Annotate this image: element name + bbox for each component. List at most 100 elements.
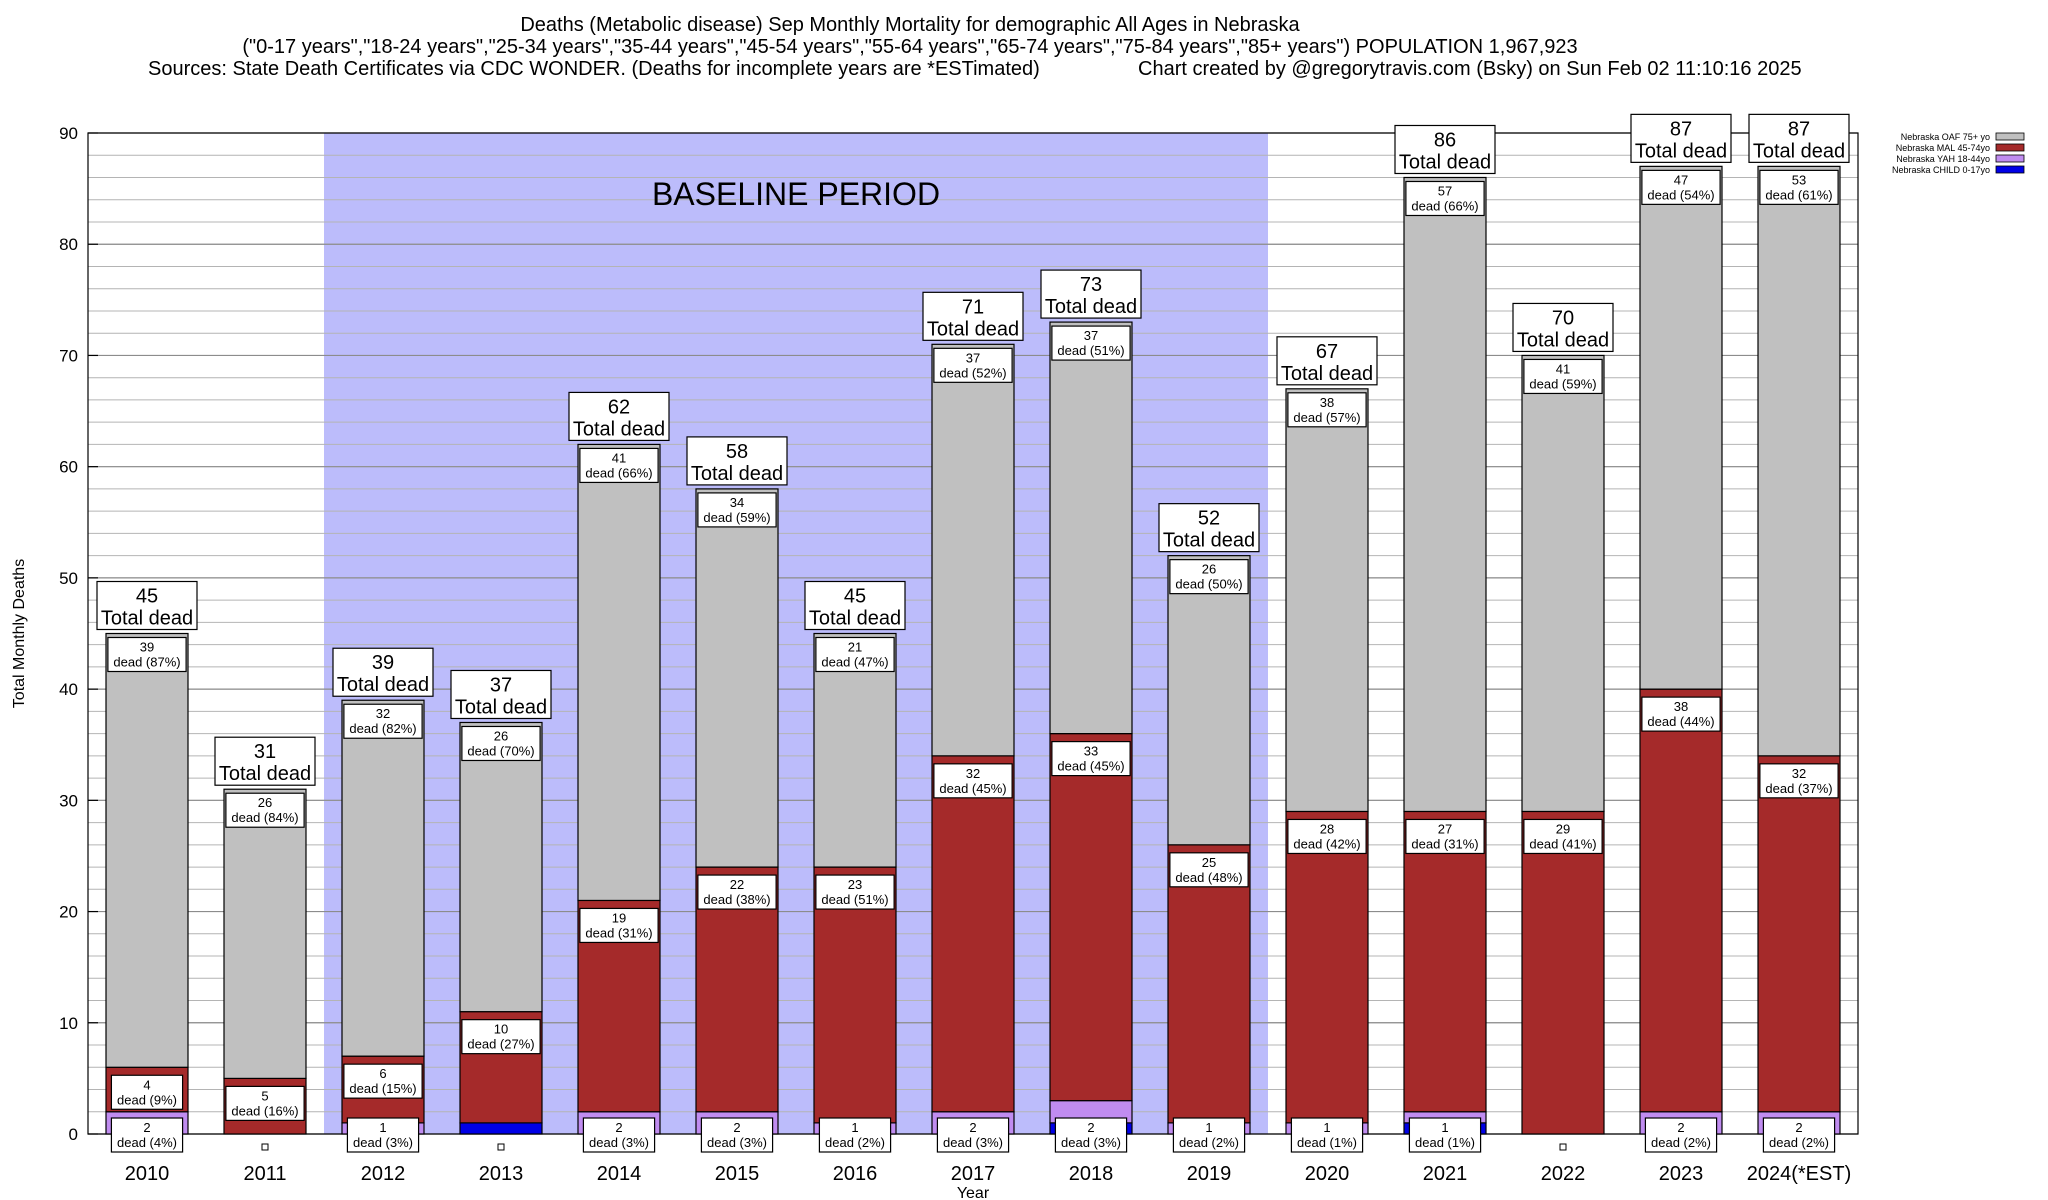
data-label-box (1759, 763, 1839, 799)
data-label: dead (84%) (231, 810, 298, 825)
data-label-box (461, 1019, 541, 1055)
data-label-box (1287, 392, 1367, 428)
legend-swatch (1995, 154, 2025, 163)
data-label: 27 (1438, 821, 1452, 836)
total-label-box (804, 580, 906, 631)
total-value: 31 (254, 741, 276, 763)
bar-segment (1521, 354, 1605, 813)
data-label: dead (4%) (117, 1135, 177, 1150)
data-label: 2 (1795, 1120, 1802, 1135)
bar-segment (1167, 844, 1251, 1124)
total-label: Total dead (101, 608, 193, 630)
data-label: 39 (140, 640, 154, 655)
data-label: dead (51%) (1057, 343, 1124, 358)
data-label: dead (3%) (943, 1135, 1003, 1150)
legend-swatch (1995, 132, 2025, 141)
data-label-box (346, 1117, 420, 1153)
data-label-box (1644, 1117, 1718, 1153)
x-tick-label: 2023 (1659, 1163, 1704, 1185)
y-tick-label: 70 (59, 346, 78, 365)
bar-segment (577, 443, 661, 902)
data-label-box (579, 907, 659, 944)
total-value: 71 (962, 296, 984, 318)
data-label-box (1051, 740, 1131, 777)
chart-sources: Sources: State Death Certificates via CD… (148, 58, 1040, 80)
bar-segment (1049, 321, 1133, 735)
data-label-box (818, 1117, 892, 1153)
data-label-box (697, 874, 777, 910)
total-label: Total dead (927, 318, 1019, 340)
total-label: Total dead (1163, 530, 1255, 552)
x-tick-label: 2016 (833, 1163, 878, 1185)
data-label: dead (16%) (231, 1103, 298, 1118)
total-label: Total dead (455, 696, 547, 718)
data-label: 5 (261, 1088, 268, 1103)
chart-title: Deaths (Metabolic disease) Sep Monthly M… (520, 14, 1300, 36)
data-label: 41 (612, 450, 626, 465)
baseline-period-label: BASELINE PERIOD (652, 176, 940, 212)
bar-segment (1167, 555, 1251, 846)
data-label: 21 (848, 640, 862, 655)
data-label: dead (1%) (1297, 1135, 1357, 1150)
data-label-box (933, 763, 1013, 799)
zero-marker (497, 1143, 505, 1151)
data-label-box (1172, 1117, 1246, 1153)
data-label-box (1641, 169, 1721, 205)
y-tick-label: 30 (59, 791, 78, 810)
legend-label: Nebraska CHILD 0-17yo (1892, 165, 1990, 175)
total-value: 87 (1788, 118, 1810, 140)
x-tick-label: 2018 (1069, 1163, 1114, 1185)
bar-segment (813, 632, 897, 868)
data-label: 4 (143, 1077, 150, 1092)
y-tick-label: 50 (59, 569, 78, 588)
data-label: dead (45%) (939, 781, 1006, 796)
x-tick-label: 2024(*EST) (1747, 1163, 1852, 1185)
total-value: 58 (726, 441, 748, 463)
data-label: 2 (143, 1120, 150, 1135)
data-label: dead (57%) (1293, 410, 1360, 425)
data-label-box (1523, 818, 1603, 855)
data-label: dead (15%) (349, 1081, 416, 1096)
total-value: 62 (608, 396, 630, 418)
data-label: dead (47%) (821, 655, 888, 670)
y-tick-label: 90 (59, 124, 78, 143)
x-tick-label: 2010 (125, 1163, 170, 1185)
total-label-box (922, 291, 1024, 341)
legend-label: Nebraska YAH 18-44yo (1896, 154, 1990, 164)
x-tick-label: 2014 (597, 1163, 642, 1185)
bar-segment (1285, 810, 1369, 1124)
data-label: dead (44%) (1647, 714, 1714, 729)
data-label-box (815, 874, 895, 910)
data-label: 26 (494, 728, 508, 743)
data-label: dead (41%) (1529, 836, 1596, 851)
data-label: dead (45%) (1057, 759, 1124, 774)
total-label-box (568, 391, 670, 442)
total-label-box (450, 669, 552, 720)
x-axis-label: Year (957, 1185, 990, 1200)
bar-segment (1285, 388, 1369, 813)
total-label-box (1394, 124, 1496, 175)
data-label-box (1641, 696, 1721, 732)
x-tick-label: 2015 (715, 1163, 760, 1185)
total-label-box (1040, 269, 1142, 319)
total-label: Total dead (1635, 140, 1727, 162)
total-value: 52 (1198, 508, 1220, 530)
bar-segment (1403, 810, 1487, 1113)
data-label: dead (66%) (1411, 198, 1478, 213)
x-tick-label: 2022 (1541, 1163, 1586, 1185)
legend-label: Nebraska OAF 75+ yo (1901, 132, 1990, 142)
data-label: 38 (1320, 395, 1334, 410)
bar-segment (931, 343, 1015, 757)
data-label-box (582, 1117, 656, 1153)
data-label-box (697, 492, 777, 528)
y-tick-label: 40 (59, 680, 78, 699)
data-label: 1 (1323, 1120, 1330, 1135)
data-label-box (1762, 1117, 1836, 1153)
x-tick-label: 2019 (1187, 1163, 1232, 1185)
data-label: dead (59%) (1529, 376, 1596, 391)
data-label-box (1405, 818, 1485, 855)
total-label: Total dead (1517, 329, 1609, 351)
legend-label: Nebraska MAL 45-74yo (1896, 143, 1990, 153)
x-tick-label: 2013 (479, 1163, 524, 1185)
x-tick-label: 2012 (361, 1163, 406, 1185)
